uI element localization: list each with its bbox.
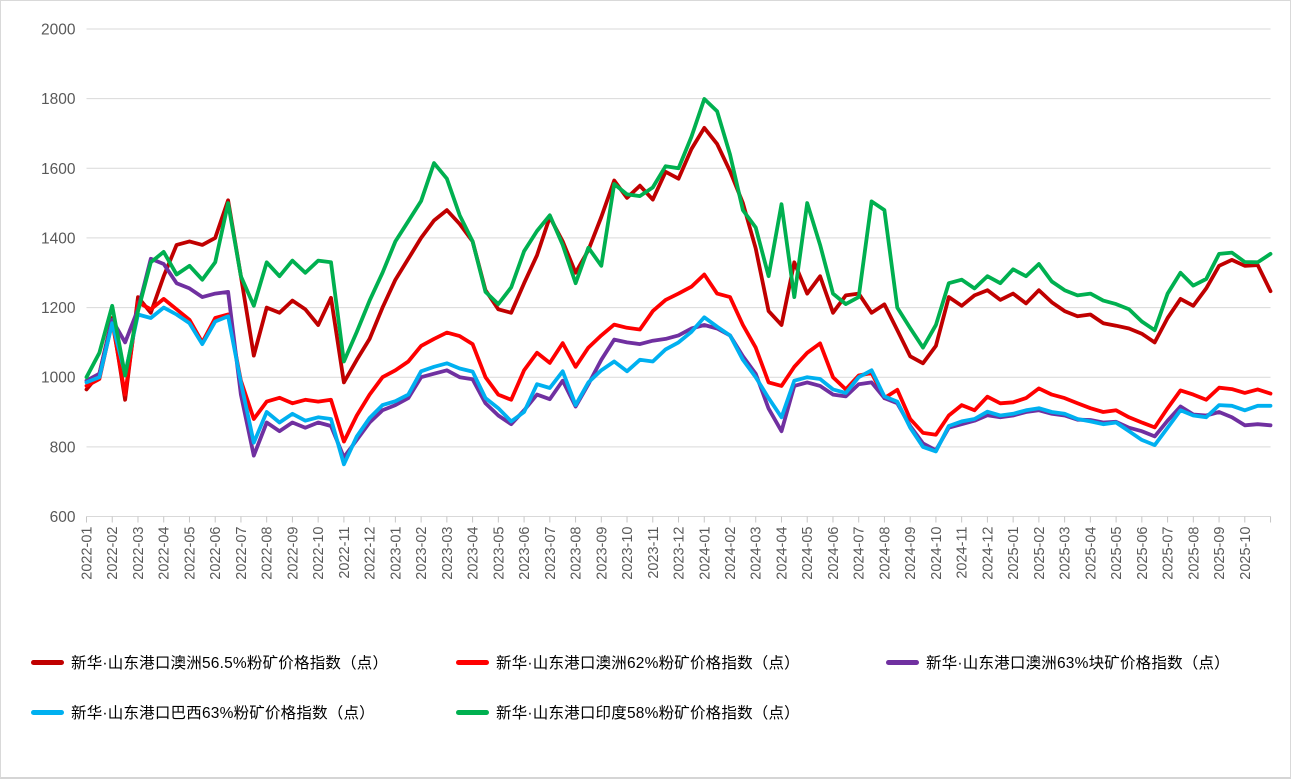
y-axis-tick-label: 1200 [41,300,76,317]
au62-fines-line-swatch [456,659,489,665]
in58-fines-line-swatch [456,709,489,715]
x-axis-tick-label: 2024-08 [877,527,893,580]
series-line [84,97,1273,380]
x-axis-tick-label: 2024-10 [929,527,945,580]
x-axis-tick-label: 2025-08 [1186,527,1202,580]
x-axis-tick-label: 2024-02 [723,527,739,580]
x-axis-tick-label: 2022-07 [234,527,250,580]
x-axis-tick-label: 2024-01 [697,527,713,580]
y-axis-tick-label: 1000 [41,370,76,387]
legend-label: 新华·山东港口印度58%粉矿价格指数（点） [496,705,800,722]
x-axis-tick-label: 2022-03 [131,527,147,580]
x-axis-tick-label: 2023-11 [646,527,662,579]
x-axis-tick-label: 2025-05 [1109,527,1125,580]
x-axis-tick-label: 2022-02 [105,527,121,580]
au63-lump-line-swatch [886,659,919,665]
x-axis-tick-label: 2023-10 [620,527,636,580]
y-axis-tick-label: 600 [50,509,76,526]
x-axis-tick-label: 2023-08 [569,527,585,580]
x-axis-tick-label: 2023-04 [466,527,482,580]
x-axis-tick-label: 2023-07 [543,527,559,580]
legend-label: 新华·山东港口巴西63%粉矿价格指数（点） [71,705,375,722]
x-axis-tick-label: 2023-05 [491,527,507,580]
x-axis-tick-label: 2022-01 [80,527,96,580]
legend-label: 新华·山东港口澳洲63%块矿价格指数（点） [926,655,1230,672]
y-axis-tick-label: 2000 [41,22,76,39]
y-axis-tick-label: 1600 [41,161,76,178]
x-axis-tick-label: 2025-04 [1083,527,1099,580]
x-axis-tick-label: 2022-09 [285,527,301,580]
x-axis-tick-label: 2023-09 [594,527,610,580]
x-axis-tick-label: 2022-05 [182,527,198,580]
br63-fines-line-swatch [31,709,64,715]
x-axis-tick-label: 2023-06 [517,527,533,580]
x-axis-tick-label: 2022-04 [157,527,173,580]
series-line [84,126,1273,402]
x-axis-tick-label: 2022-10 [311,527,327,580]
x-axis-tick-label: 2025-10 [1238,527,1254,580]
x-axis-tick-label: 2025-06 [1135,527,1151,580]
x-axis-tick-label: 2025-01 [1006,527,1022,580]
x-axis-tick-label: 2022-11 [337,527,353,579]
x-axis-tick-label: 2024-05 [800,527,816,580]
x-axis-tick-label: 2023-01 [388,527,404,580]
series-line [84,305,1273,467]
legend-item-in58-fines: 新华·山东港口印度58%粉矿价格指数（点） [456,703,800,722]
legend-item-au56.5-fines: 新华·山东港口澳洲56.5%粉矿价格指数（点） [31,653,389,672]
x-axis-tick-label: 2024-09 [903,527,919,580]
series-line [84,256,1273,460]
x-axis-tick-label: 2023-03 [440,527,456,580]
x-axis-tick-label: 2024-06 [826,527,842,580]
y-axis-tick-label: 800 [50,439,76,456]
x-axis-tick-label: 2022-06 [208,527,224,580]
x-axis-tick-label: 2023-02 [414,527,430,580]
y-axis-tick-label: 1800 [41,91,76,108]
x-axis-tick-label: 2022-12 [363,527,379,580]
au56.5-fines-line-swatch [31,659,64,665]
legend-item-au63-lump: 新华·山东港口澳洲63%块矿价格指数（点） [886,653,1230,672]
legend-item-au62-fines: 新华·山东港口澳洲62%粉矿价格指数（点） [456,653,800,672]
x-axis-tick-label: 2024-11 [955,527,971,579]
x-axis-tick-label: 2024-04 [774,527,790,580]
price-index-line-chart: 600 800 1000 1200 1400 1600 1800 2000 2022-01 202… [41,22,1273,580]
legend-label: 新华·山东港口澳洲62%粉矿价格指数（点） [496,655,800,672]
x-axis-tick-label: 2025-09 [1212,527,1228,580]
x-axis-tick-label: 2024-03 [749,527,765,580]
legend-label: 新华·山东港口澳洲56.5%粉矿价格指数（点） [71,655,389,672]
x-axis-tick-label: 2024-07 [852,527,868,580]
x-axis-tick-label: 2022-08 [260,527,276,580]
x-axis-tick-label: 2023-12 [672,527,688,580]
legend-item-br63-fines: 新华·山东港口巴西63%粉矿价格指数（点） [31,703,375,722]
x-axis-tick-label: 2025-03 [1058,527,1074,580]
x-axis-tick-label: 2024-12 [980,527,996,580]
series-line [84,272,1273,444]
x-axis-tick-label: 2025-02 [1032,527,1048,580]
x-axis-tick-label: 2025-07 [1161,527,1177,580]
y-axis-tick-label: 1400 [41,230,76,247]
